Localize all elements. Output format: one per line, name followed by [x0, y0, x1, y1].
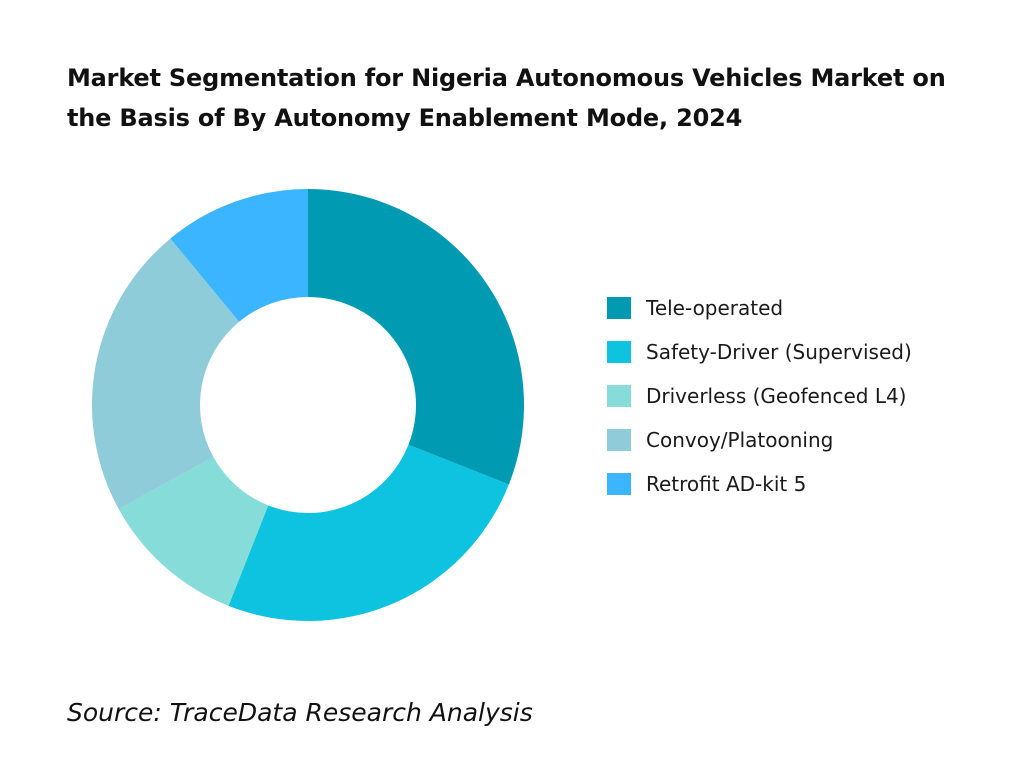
donut-slice-4 [91, 238, 240, 510]
donut-slice-5 [170, 189, 308, 322]
donut-slice-3 [118, 457, 269, 606]
legend-item: Retrofit AD-kit 5 [607, 462, 912, 506]
donut-slices [91, 189, 524, 621]
donut-slice-1 [308, 189, 524, 485]
legend-label: Safety-Driver (Supervised) [646, 340, 912, 364]
legend-label: Retrofit AD-kit 5 [646, 472, 807, 496]
legend-label: Convoy/Platooning [646, 428, 834, 452]
chart-title: Market Segmentation for Nigeria Autonomo… [67, 64, 946, 132]
legend-label: Driverless (Geofenced L4) [646, 384, 907, 408]
legend-swatch [607, 341, 631, 363]
donut-slice-2 [228, 444, 509, 621]
legend-item: Convoy/Platooning [607, 418, 912, 462]
legend-swatch [607, 385, 631, 407]
legend-label: Tele-operated [646, 296, 784, 320]
legend-swatch [607, 473, 631, 495]
legend-item: Driverless (Geofenced L4) [607, 374, 912, 418]
legend-item: Tele-operated [607, 286, 912, 330]
chart-legend: Tele-operated Safety-Driver (Supervised) D… [607, 286, 912, 506]
source-note: Source: TraceData Research Analysis [67, 698, 533, 727]
legend-swatch [607, 429, 631, 451]
legend-item: Safety-Driver (Supervised) [607, 330, 912, 374]
legend-swatch [607, 297, 631, 319]
